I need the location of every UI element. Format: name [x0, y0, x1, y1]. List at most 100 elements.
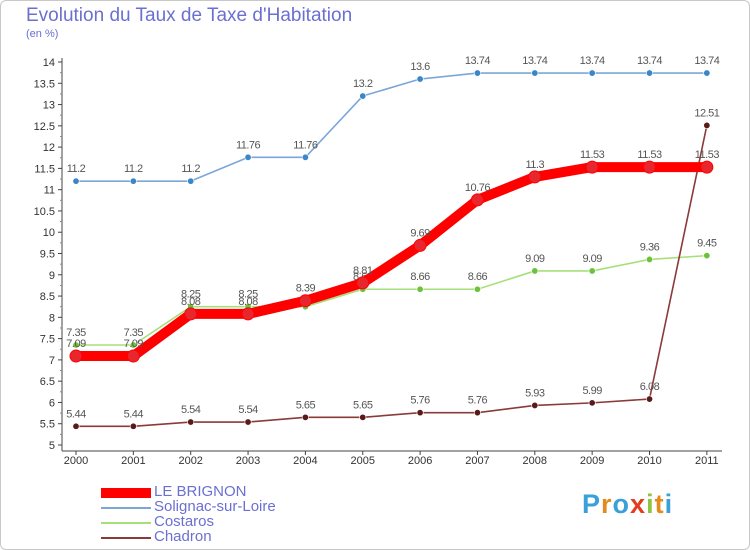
data-point — [585, 160, 599, 174]
legend-swatch — [101, 507, 151, 509]
data-point — [187, 177, 195, 185]
data-label: 5.54 — [181, 404, 201, 416]
data-label: 5.93 — [525, 387, 545, 399]
data-point — [413, 238, 427, 252]
data-label: 11.2 — [181, 163, 200, 175]
x-tick-label: 2009 — [580, 455, 604, 467]
x-tick-label: 2000 — [64, 455, 88, 467]
data-label: 7.35 — [124, 327, 144, 339]
x-tick-label: 2001 — [121, 455, 145, 467]
data-point — [187, 418, 195, 426]
data-label: 5.54 — [238, 404, 258, 416]
data-point — [588, 69, 596, 77]
chart-unit-label: (en %) — [26, 28, 59, 40]
y-tick-label: 8.5 — [40, 291, 55, 303]
x-tick-label: 2007 — [465, 455, 489, 467]
data-point — [72, 177, 80, 185]
data-label: 11.53 — [695, 149, 720, 161]
data-point — [416, 75, 424, 83]
data-label: 8.08 — [238, 296, 258, 308]
data-point — [301, 413, 309, 421]
x-tick-label: 2004 — [293, 455, 317, 467]
data-label: 8.66 — [468, 271, 488, 283]
series-line — [76, 125, 708, 428]
data-point — [359, 92, 367, 100]
chart-title: Evolution du Taux de Taxe d'Habitation — [26, 5, 353, 26]
y-tick-label: 10 — [43, 227, 55, 239]
series-solignac-sur-loire: 11.2 11.2 11.2 11.76 11.76 13.2 13.6 13.74 13.74… — [67, 55, 720, 185]
y-tick-label: 11 — [44, 185, 55, 197]
data-label: 8.66 — [410, 271, 430, 283]
data-label: 13.2 — [353, 78, 373, 90]
y-tick-label: 9 — [49, 270, 55, 282]
logo-letter: r — [601, 489, 613, 519]
data-point — [473, 69, 481, 77]
data-label: 11.76 — [293, 139, 318, 151]
x-tick-label: 2003 — [236, 455, 260, 467]
data-label: 11.53 — [580, 149, 605, 161]
data-point — [241, 307, 255, 321]
data-point — [129, 341, 137, 349]
data-label: 5.76 — [468, 395, 488, 407]
y-tick-label: 7 — [49, 355, 55, 367]
data-label: 13.74 — [694, 55, 719, 67]
logo-letter: o — [612, 489, 631, 519]
y-tick-label: 7.5 — [40, 334, 55, 346]
y-tick-label: 12.5 — [34, 121, 55, 133]
data-label: 13.74 — [637, 55, 662, 67]
y-tick-label: 10.5 — [34, 206, 55, 218]
data-point — [126, 349, 140, 363]
x-tick-label: 2006 — [408, 455, 432, 467]
data-label: 9.69 — [410, 227, 430, 239]
data-point — [473, 285, 481, 293]
data-point — [416, 285, 424, 293]
x-tick-label: 2008 — [523, 455, 547, 467]
y-tick-label: 9.5 — [40, 249, 55, 261]
data-label: 13.74 — [522, 55, 547, 67]
logo-letter: i — [664, 489, 674, 519]
series-line — [76, 162, 707, 362]
legend-swatch — [101, 522, 151, 524]
x-tick-label: 2010 — [637, 455, 661, 467]
data-label: 9.45 — [697, 238, 717, 250]
data-point — [531, 69, 539, 77]
data-point — [645, 69, 653, 77]
data-point — [416, 409, 424, 417]
legend-label: Costaros — [154, 513, 215, 530]
series-le-brignon: 7.09 7.09 8.08 8.08 8.39 8.81 9.69 10.76 11.3 11.… — [66, 149, 720, 363]
data-point — [298, 294, 312, 308]
y-tick-label: 8 — [49, 312, 55, 324]
series-line — [76, 72, 707, 182]
data-label: 13.6 — [410, 61, 430, 73]
data-label: 8.39 — [296, 283, 316, 295]
data-point — [703, 121, 711, 129]
data-label: 8.25 — [181, 289, 201, 301]
legend-swatch — [101, 488, 151, 498]
data-label: 8.25 — [238, 289, 258, 301]
legend-label: Chadron — [154, 528, 212, 545]
y-tick-label: 14 — [43, 57, 55, 69]
data-point — [700, 160, 714, 174]
data-label: 5.99 — [582, 385, 602, 397]
data-label: 5.65 — [353, 399, 373, 411]
data-label: 11.2 — [124, 163, 143, 175]
data-point — [703, 69, 711, 77]
data-label: 9.36 — [640, 241, 660, 253]
data-label: 11.53 — [637, 149, 662, 161]
data-point — [72, 422, 80, 430]
legend-swatch — [101, 537, 151, 539]
data-label: 11.76 — [236, 139, 261, 151]
y-tick-label: 5 — [49, 440, 55, 452]
data-point — [470, 193, 484, 207]
data-label: 12.51 — [694, 107, 719, 119]
y-tick-label: 13.5 — [34, 78, 55, 90]
data-label: 6.08 — [640, 381, 660, 393]
y-tick-label: 6 — [49, 397, 55, 409]
series-line — [76, 254, 707, 346]
data-point — [643, 160, 656, 174]
x-tick-label: 2011 — [695, 455, 719, 467]
logo-letter: x — [630, 489, 647, 519]
data-label: 11.2 — [67, 163, 86, 175]
data-point — [703, 252, 711, 260]
